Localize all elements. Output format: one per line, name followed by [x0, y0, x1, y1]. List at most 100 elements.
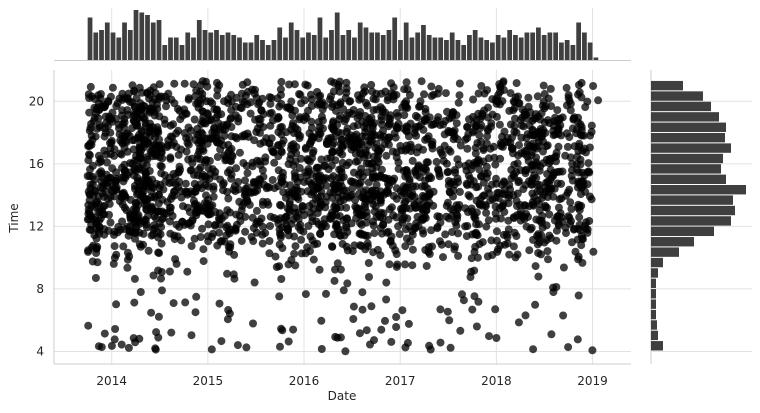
scatter-point — [357, 164, 366, 173]
scatter-point — [581, 224, 590, 233]
scatter-point — [196, 81, 205, 90]
scatter-point — [374, 210, 383, 219]
scatter-point — [455, 79, 464, 88]
scatter-point — [265, 249, 274, 258]
marginal-y-bar — [651, 247, 679, 257]
scatter-point — [584, 159, 593, 168]
scatter-point — [193, 201, 202, 210]
scatter-point — [92, 244, 101, 253]
scatter-point — [533, 92, 542, 101]
scatter-point — [134, 185, 143, 194]
scatter-point — [108, 108, 117, 117]
scatter-point — [500, 207, 509, 216]
scatter-point — [370, 229, 379, 238]
scatter-point — [157, 169, 166, 178]
scatter-point — [411, 125, 419, 134]
scatter-point — [442, 201, 451, 210]
scatter-point — [474, 89, 483, 98]
scatter-point — [534, 272, 543, 281]
marginal-x-bar — [357, 22, 363, 60]
scatter-point — [401, 242, 410, 251]
scatter-point — [492, 227, 501, 236]
scatter-point — [499, 77, 508, 86]
scatter-point — [224, 148, 233, 157]
scatter-point — [157, 274, 165, 283]
scatter-point — [87, 120, 96, 128]
scatter-point — [233, 341, 242, 350]
scatter-point — [112, 185, 121, 194]
y-tick-label: 8 — [36, 282, 44, 296]
scatter-point — [112, 250, 121, 259]
scatter-point — [567, 171, 576, 180]
scatter-point — [381, 316, 389, 325]
scatter-point — [516, 216, 525, 225]
scatter-point — [194, 139, 203, 147]
scatter-point — [310, 240, 319, 249]
scatter-point — [453, 215, 462, 223]
scatter-point — [266, 222, 274, 230]
scatter-point — [464, 130, 473, 139]
scatter-point — [317, 155, 326, 164]
scatter-point — [110, 242, 119, 251]
scatter-point — [413, 113, 422, 122]
scatter-point — [463, 144, 472, 153]
scatter-point — [383, 135, 392, 144]
scatter-point — [360, 83, 369, 92]
scatter-point — [339, 216, 348, 225]
marginal-x-bar — [386, 30, 392, 60]
scatter-point — [535, 200, 544, 208]
marginal-y-gridlines — [651, 100, 752, 352]
scatter-point — [538, 129, 547, 138]
scatter-point — [154, 199, 163, 208]
scatter-point — [269, 147, 278, 156]
scatter-point — [290, 80, 299, 89]
scatter-point — [349, 302, 358, 311]
marginal-x-bar — [242, 42, 248, 60]
scatter-point — [249, 319, 257, 328]
scatter-point — [434, 166, 443, 175]
marginal-x-bar — [294, 30, 300, 60]
scatter-point — [286, 105, 295, 114]
scatter-point — [408, 245, 417, 254]
scatter-point — [427, 92, 436, 100]
scatter-point — [441, 89, 450, 98]
scatter-point — [565, 133, 574, 142]
scatter-point — [268, 176, 277, 184]
scatter-point — [588, 346, 597, 355]
scatter-point — [309, 133, 318, 142]
scatter-point — [126, 213, 135, 222]
scatter-point — [359, 194, 368, 203]
scatter-point — [348, 184, 357, 193]
scatter-point — [169, 138, 178, 147]
scatter-point — [367, 302, 376, 311]
scatter-point — [199, 257, 208, 266]
scatter-point — [331, 265, 339, 274]
scatter-point — [90, 94, 99, 103]
scatter-point — [559, 311, 568, 320]
marginal-x-bar — [513, 35, 518, 60]
scatter-point — [162, 102, 170, 111]
scatter-point — [158, 154, 167, 163]
scatter-point — [117, 111, 126, 120]
y-tick-label: 4 — [36, 344, 44, 358]
scatter-point — [376, 224, 385, 232]
scatter-point — [426, 345, 435, 354]
scatter-point — [294, 208, 303, 217]
scatter-point — [277, 146, 286, 155]
scatter-point — [346, 97, 355, 106]
scatter-point — [279, 136, 288, 145]
scatter-point — [120, 191, 129, 200]
scatter-point — [94, 208, 103, 216]
scatter-point — [90, 113, 99, 122]
marginal-x-bar — [248, 42, 254, 60]
marginal-y-bar — [651, 132, 725, 143]
scatter-point — [238, 80, 247, 89]
scatter-point — [550, 216, 559, 225]
scatter-point — [394, 164, 403, 173]
scatter-point — [401, 260, 409, 269]
scatter-point — [248, 162, 257, 171]
marginal-x-bar — [472, 30, 478, 60]
scatter-point — [296, 90, 305, 99]
marginal-x-bar — [185, 32, 191, 60]
scatter-point — [552, 152, 561, 161]
